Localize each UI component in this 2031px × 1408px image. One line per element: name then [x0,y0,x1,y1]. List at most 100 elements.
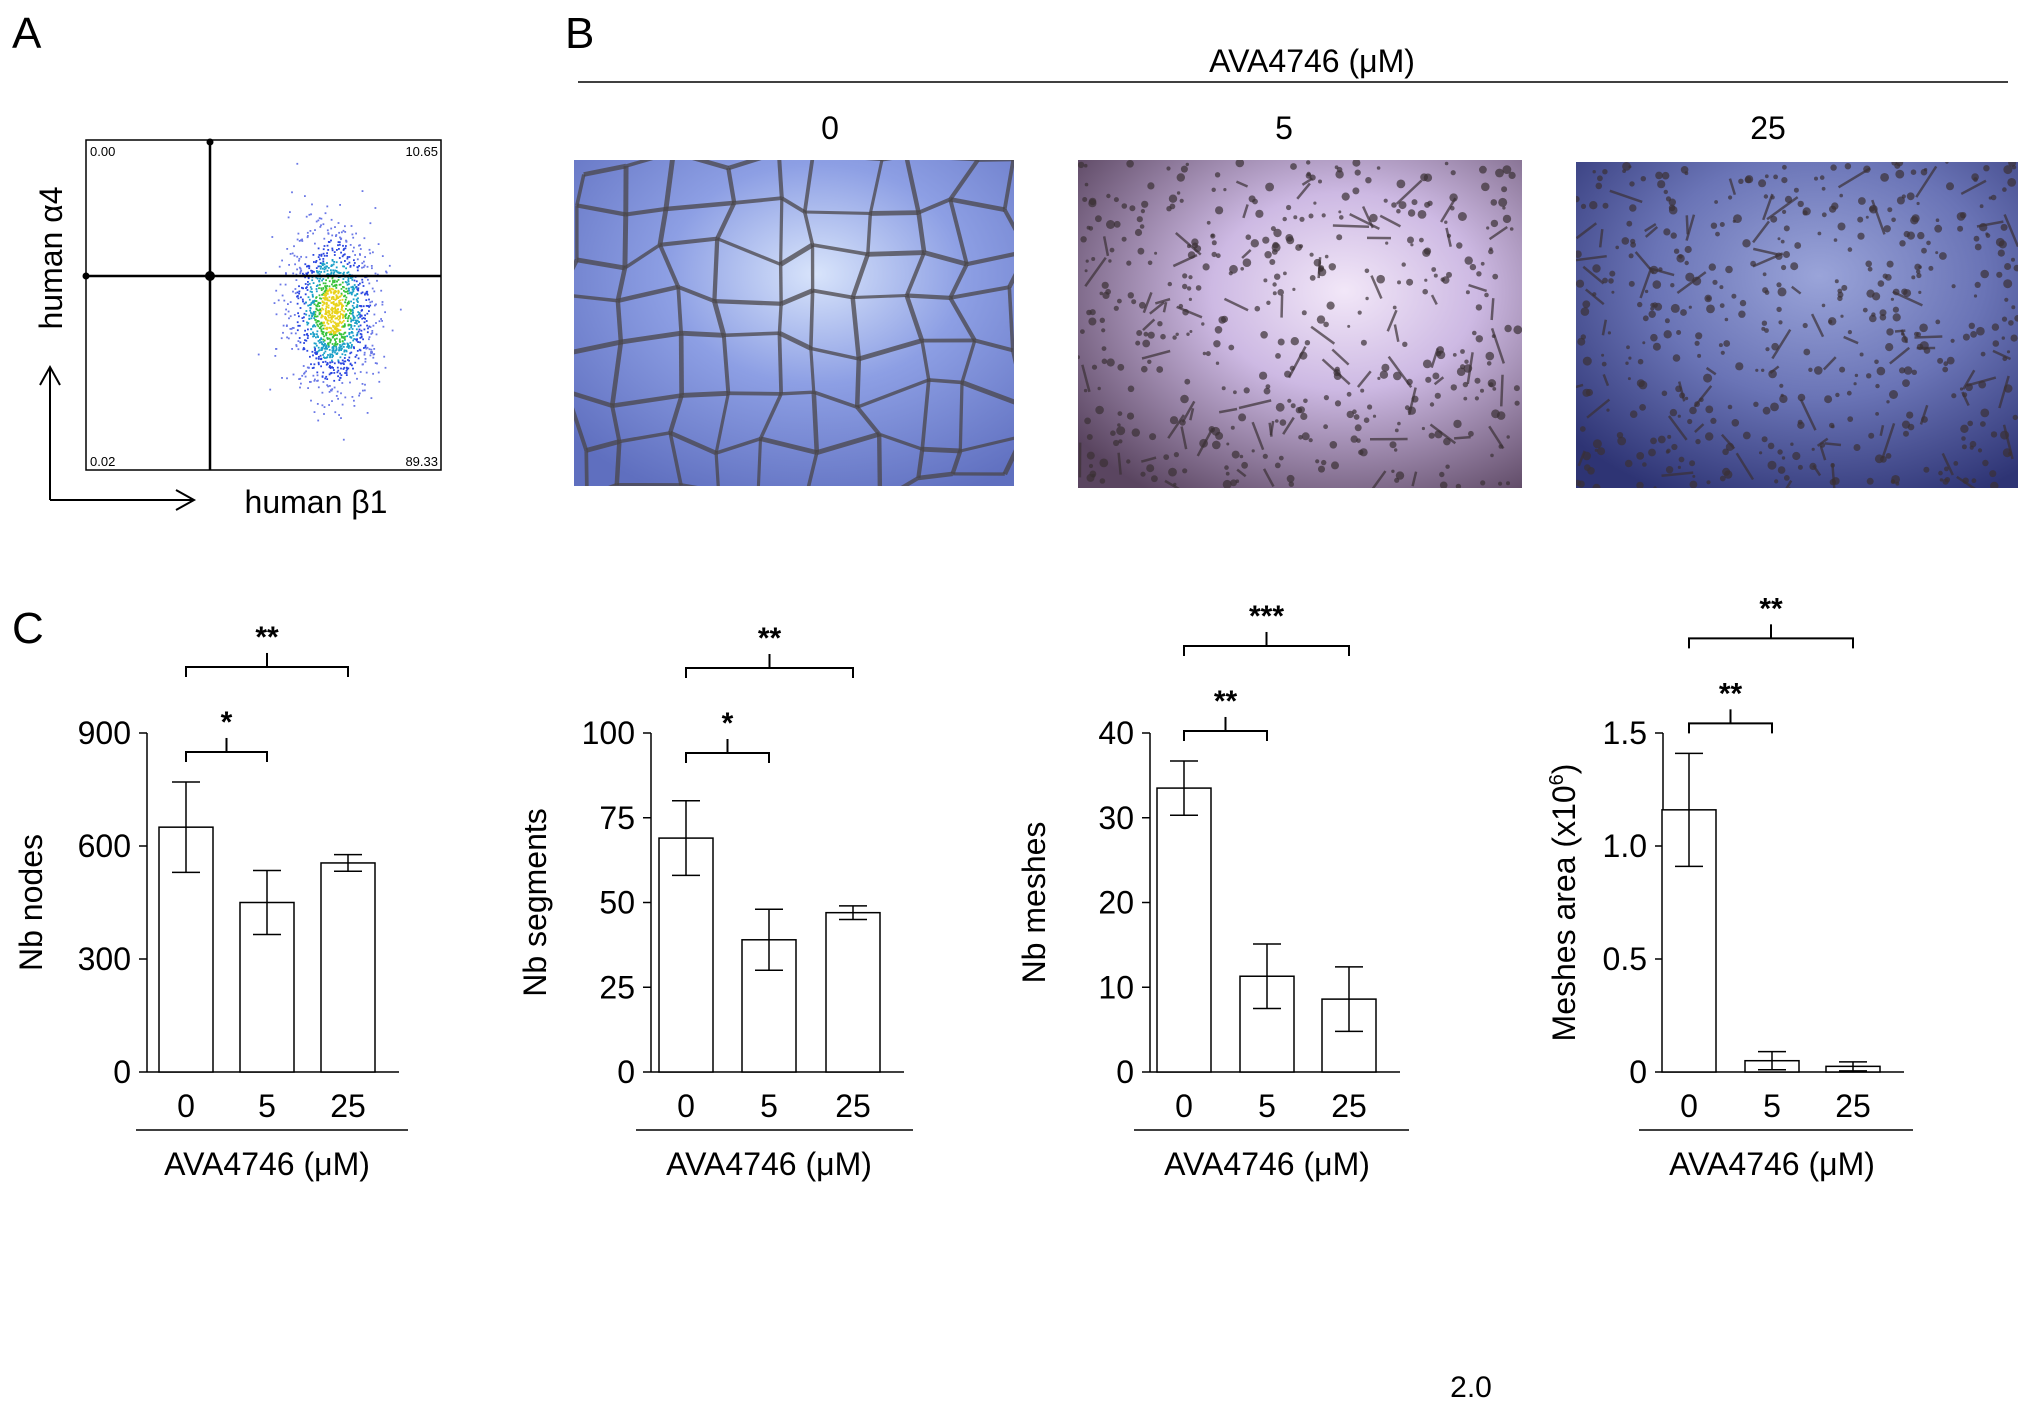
flow-dot [298,290,301,293]
flow-dot [317,271,319,274]
flow-dot [300,296,302,299]
flow-dot [376,362,378,365]
flow-dot [340,231,343,234]
flow-dot [316,284,319,287]
flow-dot [378,380,381,383]
flow-dot [316,330,319,333]
flow-dot [337,323,340,326]
flow-dot [344,290,347,293]
flow-dot [311,350,314,353]
flow-dot [315,290,318,293]
flow-dot [302,348,305,351]
flow-dot [301,298,304,301]
flow-dot [341,255,344,258]
flow-dot [359,305,361,307]
flow-dot [302,347,305,349]
flow-dot [334,305,337,307]
significance-label: ** [1719,677,1743,710]
flow-dot [322,248,325,251]
flow-dot [320,337,322,340]
flow-dot [343,336,345,339]
flow-dot [371,332,374,334]
flow-dot [301,286,303,289]
flow-dot [344,314,347,316]
flow-dot [285,325,288,327]
flow-dot [325,332,327,335]
flow-dot [328,296,331,299]
flow-dot [338,291,340,293]
flow-dot [364,292,367,295]
flow-dot [333,369,335,371]
flow-dot [361,262,364,265]
flow-dot [331,400,333,402]
flow-dot [349,244,352,246]
flow-dot [351,304,354,307]
flow-dot [282,331,284,334]
flow-dot [358,265,360,267]
flow-dot [323,263,326,266]
flow-dot [311,271,313,274]
flow-dot [307,296,310,299]
flow-dot [312,300,314,302]
flow-dot [302,320,305,322]
flow-dot [304,293,307,296]
flow-dot [336,353,338,355]
flow-dot [257,353,260,356]
flow-dot [287,303,289,305]
flow-dot [281,377,283,379]
flow-dot [357,357,360,360]
flow-dot [318,280,321,283]
flow-dot [322,354,324,356]
flow-dot [366,312,369,315]
flow-dot [301,374,304,377]
flow-dot [344,225,346,228]
micrograph-texture [574,160,1014,486]
flow-dot [339,236,341,239]
flow-dot [324,267,327,270]
x-axis-arrow-head [175,489,197,511]
flow-dot [371,300,373,303]
flow-dot [384,366,387,369]
flow-dot [334,332,337,335]
flow-dot [338,257,341,259]
flow-dot [343,295,345,298]
flow-dot [312,331,314,334]
flow-dot [326,326,328,329]
flow-dot [329,341,332,344]
flow-dot [289,253,292,255]
flow-dot [322,371,325,374]
flow-dot [359,248,362,250]
flow-dot [357,297,359,300]
gate-center-dot [205,271,215,281]
flow-dot [344,247,347,250]
flow-dot [352,319,355,321]
flow-dot [298,315,300,318]
flow-dot [355,280,358,283]
panel-b-header: AVA4746 (μM) 0 5 25 [578,43,2008,146]
flow-dot [361,317,364,320]
flow-dot [309,230,312,232]
flow-dot [344,315,347,318]
flow-dot [327,385,329,388]
flow-dot [345,374,348,376]
flow-dot [352,236,355,239]
flow-dot [326,252,328,255]
flow-dot [357,330,360,333]
flow-dot [316,333,318,336]
flow-dot [303,348,306,350]
flow-dot [309,355,311,358]
flow-dot [307,387,309,389]
flow-dot [334,310,337,312]
flow-dot [304,276,306,279]
flow-dot [356,293,359,295]
flow-dot [332,320,335,323]
y-tick-label: 1.5 [1603,715,1647,751]
flow-dot [297,340,300,342]
flow-dot [319,226,322,228]
flow-dot [380,289,383,292]
flow-dot [367,278,369,281]
flow-dot [323,339,326,342]
flow-dot [306,286,308,289]
flow-dot [364,314,366,317]
